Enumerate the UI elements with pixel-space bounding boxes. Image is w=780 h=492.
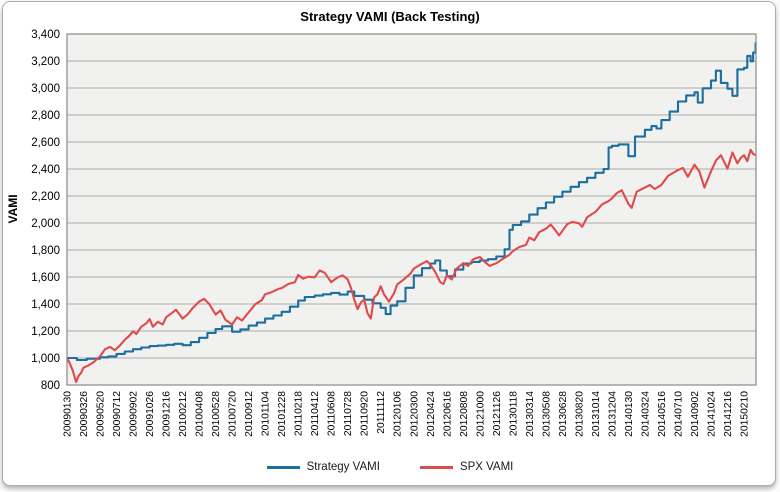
legend-label-strategy-vami: Strategy VAMI — [306, 461, 380, 473]
x-tick-label: 20091026 — [145, 391, 156, 437]
x-tick-label: 20120300 — [409, 391, 420, 437]
strategy-vami-line-swatch — [266, 465, 300, 469]
x-tick-label: 20110728 — [343, 391, 354, 436]
x-tick-label: 20140710 — [673, 391, 684, 437]
x-tick-label: 20110412 — [310, 391, 321, 436]
x-tick-label: 20090130 — [63, 391, 74, 437]
legend-item-spx-vami: SPX VAMI — [419, 461, 514, 473]
x-tick-label: 20120424 — [426, 391, 437, 437]
x-tick-label: 20090326 — [79, 391, 90, 437]
x-tick-label: 20121126 — [492, 391, 503, 436]
x-tick-label: 20140516 — [657, 391, 668, 437]
x-tick-label: 20091216 — [162, 391, 173, 437]
x-tick-label: 20120106 — [393, 391, 404, 437]
x-tick-label: 20141024 — [706, 391, 717, 437]
x-tick-label: 20100912 — [244, 391, 255, 437]
y-tick-label: 2,800 — [31, 110, 60, 122]
x-tick-label: 20131014 — [591, 391, 602, 437]
y-tick-label: 1,200 — [31, 326, 60, 338]
y-tick-label: 1,800 — [31, 245, 60, 257]
x-tick-label: 20090712 — [112, 391, 123, 437]
y-tick-label: 1,000 — [31, 353, 60, 365]
y-tick-label: 3,400 — [31, 29, 60, 41]
y-tick-label: 3,200 — [31, 56, 60, 68]
legend-item-strategy-vami: Strategy VAMI — [266, 461, 380, 473]
x-tick-label: 20150210 — [740, 391, 751, 437]
x-tick-label: 20111112 — [376, 391, 387, 434]
spx-vami-line-swatch — [419, 465, 453, 469]
x-tick-label: 20110608 — [327, 391, 338, 436]
legend-label-spx-vami: SPX VAMI — [459, 461, 514, 473]
series-line-spx-vami — [66, 148, 757, 384]
x-tick-label: 20110920 — [360, 391, 371, 436]
plot-border — [66, 33, 757, 386]
x-tick-label: 20100212 — [178, 391, 189, 437]
x-tick-label: 20130314 — [525, 391, 536, 437]
legend: Strategy VAMI SPX VAMI — [0, 461, 780, 473]
x-tick-label: 20100720 — [228, 391, 239, 437]
x-tick-label: 20131204 — [607, 391, 618, 437]
x-tick-label: 20130628 — [558, 391, 569, 437]
y-tick-label: 3,000 — [31, 83, 60, 95]
x-tick-label: 20140902 — [690, 391, 701, 437]
y-tick-label: 800 — [41, 380, 60, 392]
series-line-strategy-vami — [67, 42, 757, 362]
x-tick-label: 20130118 — [508, 391, 519, 436]
x-tick-label: 20100528 — [211, 391, 222, 437]
x-tick-label: 20130508 — [541, 391, 552, 437]
x-tick-label: 20110218 — [294, 391, 305, 436]
y-tick-label: 1,400 — [31, 299, 60, 311]
chart-title: Strategy VAMI (Back Testing) — [300, 9, 480, 24]
x-tick-label: 20120808 — [459, 391, 470, 437]
plot-area — [67, 34, 756, 385]
x-tick-label: 20101104 — [261, 391, 272, 436]
y-tick-label: 2,000 — [31, 218, 60, 230]
y-tick-label: 1,600 — [31, 272, 60, 284]
x-tick-label: 20120616 — [442, 391, 453, 437]
y-axis-title: VAMI — [6, 194, 20, 223]
x-tick-label: 20090520 — [96, 391, 107, 437]
x-tick-label: 20140324 — [640, 391, 651, 437]
x-tick-label: 20141216 — [723, 391, 734, 437]
y-tick-label: 2,200 — [31, 191, 60, 203]
x-tick-label: 20121000 — [475, 391, 486, 437]
x-tick-label: 20130820 — [574, 391, 585, 437]
x-tick-label: 20100408 — [195, 391, 206, 437]
y-tick-label: 2,400 — [31, 164, 60, 176]
x-tick-label: 20140130 — [624, 391, 635, 437]
x-tick-label: 20101228 — [277, 391, 288, 437]
x-tick-label: 20090902 — [129, 391, 140, 437]
y-tick-label: 2,600 — [31, 137, 60, 149]
